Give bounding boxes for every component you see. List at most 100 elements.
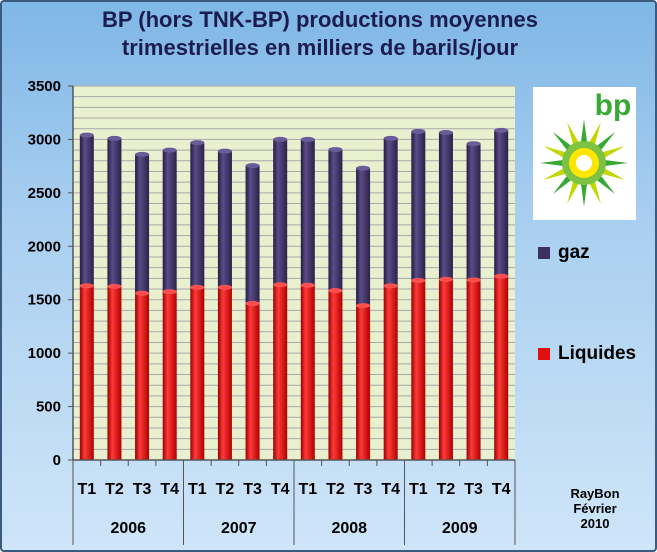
bar-gaz bbox=[135, 154, 150, 294]
bar-liquides bbox=[135, 293, 150, 460]
helios-ray bbox=[543, 167, 567, 180]
bar-gaz-cap bbox=[162, 147, 177, 153]
bar-gaz bbox=[356, 168, 371, 306]
legend-swatch-gaz bbox=[538, 247, 550, 259]
bar-liquides bbox=[300, 285, 315, 460]
author-credit: RayBon Février 2010 bbox=[545, 486, 645, 531]
legend-label-liquides: Liquides bbox=[558, 343, 637, 364]
bar-liquides bbox=[438, 279, 453, 460]
x-tick-label: T3 bbox=[133, 481, 152, 498]
bp-helios-logo: bp bbox=[540, 89, 631, 207]
credit-year: 2010 bbox=[580, 516, 610, 531]
bar-gaz-cap bbox=[466, 141, 481, 147]
y-tick-label: 0 bbox=[53, 452, 61, 469]
bar-liquides bbox=[411, 280, 426, 460]
credit-month: Février bbox=[573, 501, 617, 516]
year-label: 2007 bbox=[221, 520, 257, 537]
helios-ray bbox=[588, 122, 601, 146]
helios-ray bbox=[580, 119, 588, 144]
bar-liquides-cap bbox=[494, 273, 509, 279]
bar-liquides bbox=[245, 303, 260, 460]
bar-gaz bbox=[245, 165, 260, 304]
bar-liquides-cap bbox=[438, 276, 453, 282]
year-label: 2008 bbox=[331, 520, 367, 537]
bar-gaz bbox=[300, 139, 315, 286]
bar-liquides-cap bbox=[245, 300, 260, 306]
bar-gaz bbox=[411, 131, 426, 281]
bar-liquides-cap bbox=[356, 303, 371, 309]
y-tick-label: 1000 bbox=[28, 345, 61, 362]
x-tick-label: T2 bbox=[216, 481, 235, 498]
chart-title-line-1: BP (hors TNK-BP) productions moyennes bbox=[102, 7, 538, 32]
x-tick-label: T1 bbox=[409, 481, 428, 498]
bar-gaz-cap bbox=[190, 140, 205, 146]
bar-liquides-cap bbox=[217, 284, 232, 290]
bar-liquides-cap bbox=[135, 290, 150, 296]
bar-gaz-cap bbox=[300, 136, 315, 142]
bar-gaz-cap bbox=[494, 127, 509, 133]
helios-ray bbox=[595, 174, 616, 195]
bar-liquides-cap bbox=[273, 282, 288, 288]
bar-gaz-cap bbox=[438, 129, 453, 135]
helios-ray bbox=[552, 174, 573, 195]
bar-gaz-cap bbox=[356, 165, 371, 171]
bar-gaz-cap bbox=[328, 147, 343, 153]
bar-liquides bbox=[328, 290, 343, 460]
y-tick-label: 1500 bbox=[28, 292, 61, 309]
x-tick-label: T4 bbox=[492, 481, 511, 498]
legend-item-gaz: gaz bbox=[538, 242, 590, 264]
year-label: 2006 bbox=[110, 520, 146, 537]
bar-gaz-cap bbox=[135, 151, 150, 157]
bar-gaz bbox=[107, 138, 122, 287]
x-tick-label: T4 bbox=[271, 481, 290, 498]
bar-gaz bbox=[383, 138, 398, 286]
bar-liquides-cap bbox=[328, 288, 343, 294]
bar-liquides bbox=[466, 279, 481, 460]
x-tick-label: T2 bbox=[105, 481, 124, 498]
year-label: 2009 bbox=[442, 520, 478, 537]
bar-liquides-cap bbox=[162, 289, 177, 295]
bar-liquides bbox=[162, 291, 177, 460]
bar-gaz bbox=[328, 149, 343, 291]
x-tick-label: T2 bbox=[437, 481, 456, 498]
bar-gaz bbox=[162, 150, 177, 292]
bar-gaz bbox=[217, 151, 232, 288]
bar-liquides bbox=[273, 284, 288, 460]
y-tick-label: 3000 bbox=[28, 131, 61, 148]
bar-gaz-cap bbox=[273, 136, 288, 142]
helios-ray bbox=[601, 167, 625, 180]
helios-ray bbox=[580, 182, 588, 207]
x-tick-label: T3 bbox=[464, 481, 483, 498]
bp-logo: bp bbox=[533, 87, 636, 220]
legend-label-gaz: gaz bbox=[558, 242, 590, 263]
helios-ray bbox=[603, 159, 628, 167]
legend-swatch-liquides bbox=[538, 348, 550, 360]
bar-gaz-cap bbox=[383, 135, 398, 141]
helios-ray bbox=[567, 122, 580, 146]
x-tick-label: T2 bbox=[326, 481, 345, 498]
helios-ray bbox=[595, 131, 616, 152]
y-tick-label: 3500 bbox=[28, 78, 61, 95]
helios-ray bbox=[543, 146, 567, 159]
bar-liquides bbox=[217, 287, 232, 460]
bar-liquides-cap bbox=[190, 284, 205, 290]
chart-title-line-2: trimestrielles en milliers de barils/jou… bbox=[121, 35, 519, 60]
bar-gaz bbox=[494, 130, 509, 277]
y-tick-label: 500 bbox=[36, 399, 61, 416]
helios-ray bbox=[601, 146, 625, 159]
helios-ray bbox=[552, 131, 573, 152]
bar-gaz bbox=[190, 142, 205, 288]
legend-item-liquides: Liquides bbox=[538, 343, 636, 365]
y-tick-label: 2000 bbox=[28, 238, 61, 255]
bar-liquides bbox=[494, 276, 509, 460]
bar-liquides bbox=[79, 285, 94, 460]
bar-liquides bbox=[107, 286, 122, 460]
y-tick-label: 2500 bbox=[28, 185, 61, 202]
bar-gaz bbox=[438, 132, 453, 280]
bar-liquides bbox=[356, 305, 371, 460]
bar-gaz bbox=[79, 135, 94, 286]
helios-ray bbox=[540, 159, 565, 167]
chart-title: BP (hors TNK-BP) productions moyennes tr… bbox=[60, 6, 580, 62]
x-tick-label: T1 bbox=[188, 481, 207, 498]
bar-liquides-cap bbox=[107, 283, 122, 289]
